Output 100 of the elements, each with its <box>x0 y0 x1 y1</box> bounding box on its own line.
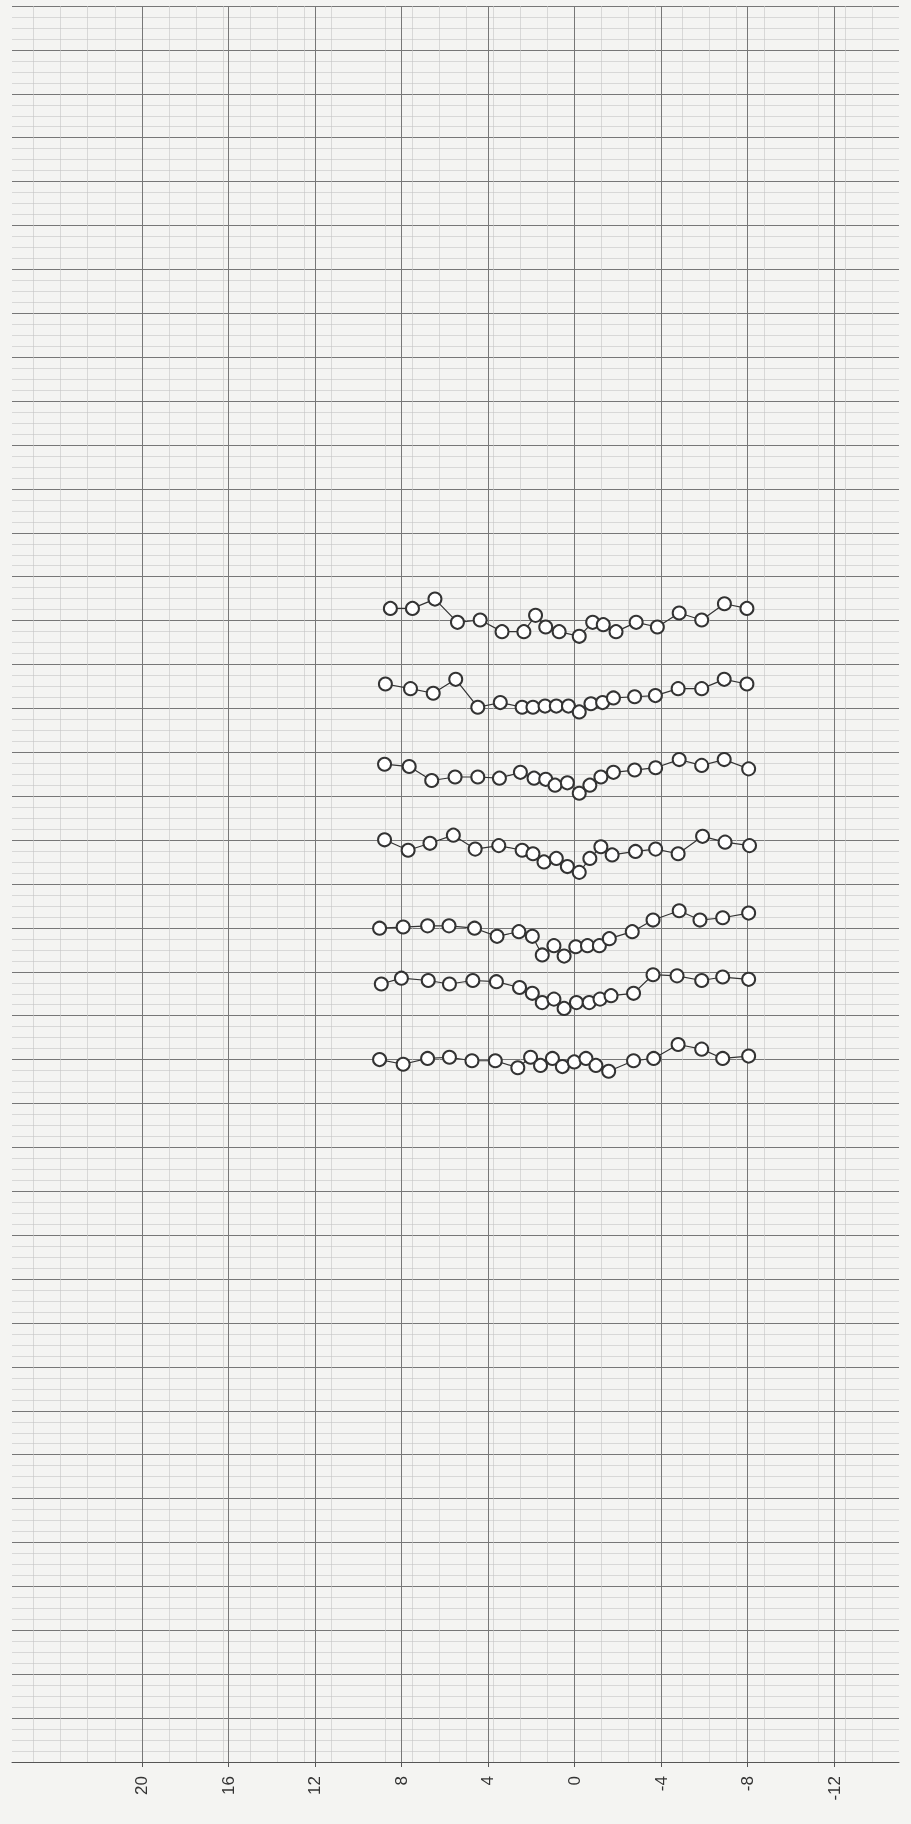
point <box>524 985 540 1001</box>
point <box>560 698 576 714</box>
point <box>420 918 436 934</box>
point <box>694 681 710 697</box>
point <box>628 843 643 859</box>
point <box>548 698 564 714</box>
point <box>628 614 644 630</box>
point <box>568 939 584 955</box>
x-tick-label: 4 <box>478 1776 498 1786</box>
point <box>559 859 575 875</box>
point <box>445 827 461 843</box>
point <box>741 1048 757 1064</box>
point <box>470 769 486 785</box>
point <box>669 968 685 984</box>
x-tick-label: -4 <box>651 1776 671 1792</box>
point <box>447 769 463 785</box>
x-tick-label: 12 <box>305 1776 325 1795</box>
point <box>566 1054 582 1070</box>
point <box>670 846 686 862</box>
point <box>424 773 440 788</box>
x-tick-label: 0 <box>564 1776 584 1786</box>
point <box>372 920 388 936</box>
point <box>646 1050 662 1066</box>
point <box>624 924 640 940</box>
point <box>591 938 607 954</box>
point <box>420 973 436 989</box>
point <box>582 850 598 866</box>
point <box>741 905 757 921</box>
point <box>449 614 465 630</box>
point <box>608 624 624 640</box>
point <box>556 948 572 964</box>
point <box>403 681 418 697</box>
point <box>544 1050 560 1066</box>
point <box>627 762 643 778</box>
point <box>694 757 710 773</box>
point <box>694 1041 710 1057</box>
point <box>512 980 528 995</box>
point <box>716 752 732 768</box>
point <box>626 1053 642 1069</box>
point <box>583 696 599 712</box>
point <box>525 846 541 862</box>
point <box>715 910 731 926</box>
point <box>372 1052 388 1068</box>
point <box>647 688 663 704</box>
point <box>692 912 708 928</box>
point <box>741 971 757 987</box>
point <box>395 1056 411 1072</box>
point <box>489 928 505 944</box>
point <box>420 1050 436 1066</box>
point <box>694 973 710 989</box>
point <box>605 764 621 780</box>
point <box>595 695 611 711</box>
point <box>448 671 464 687</box>
point <box>645 912 661 928</box>
point <box>487 1053 503 1069</box>
point <box>464 1053 480 1069</box>
point <box>536 854 552 870</box>
point <box>716 596 732 612</box>
point <box>694 612 710 628</box>
point <box>525 699 541 715</box>
point <box>671 605 687 621</box>
x-tick-label: -8 <box>738 1776 758 1792</box>
point <box>671 752 687 768</box>
point <box>377 832 393 848</box>
point <box>534 995 550 1011</box>
point <box>649 619 665 635</box>
point <box>551 624 567 640</box>
point <box>377 756 393 772</box>
point <box>512 764 528 780</box>
point <box>716 671 732 687</box>
point <box>422 835 438 851</box>
point <box>488 974 504 990</box>
x-tick-label: 20 <box>132 1776 152 1795</box>
point <box>571 704 587 720</box>
point <box>593 769 609 785</box>
point <box>401 759 417 775</box>
point <box>472 612 488 628</box>
point <box>742 838 758 854</box>
point <box>571 864 587 880</box>
point <box>559 775 575 791</box>
point <box>578 1050 594 1066</box>
point <box>467 841 483 857</box>
point <box>548 850 564 866</box>
point <box>393 970 409 986</box>
point <box>533 1057 549 1073</box>
point <box>627 689 643 705</box>
point <box>648 841 664 857</box>
point <box>465 973 481 989</box>
point <box>571 785 587 801</box>
point <box>510 1060 526 1076</box>
point <box>470 699 486 715</box>
point <box>593 839 609 855</box>
point <box>595 617 611 633</box>
point <box>523 1049 539 1065</box>
point <box>670 1036 686 1052</box>
point <box>717 834 733 850</box>
point <box>377 676 393 692</box>
point <box>516 624 532 640</box>
point <box>715 1050 731 1066</box>
x-tick-label: 16 <box>218 1776 238 1795</box>
